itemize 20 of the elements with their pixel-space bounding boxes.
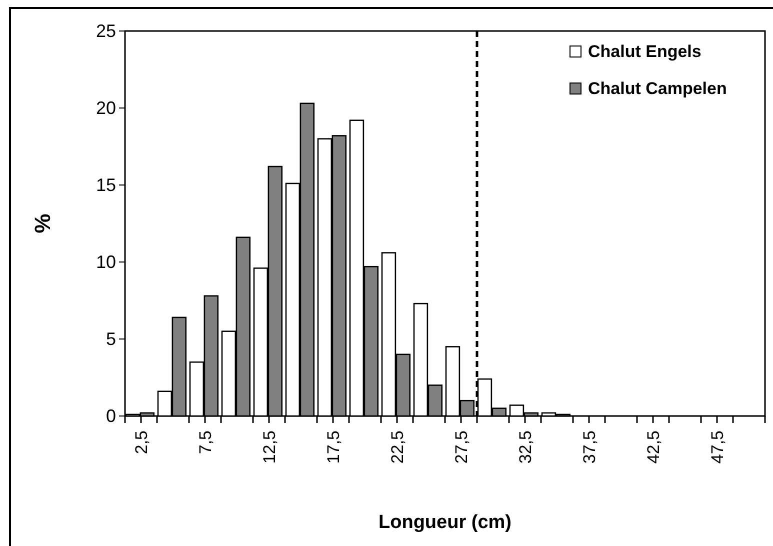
y-tick-label: 0 (106, 406, 116, 426)
y-tick-label: 5 (106, 328, 116, 349)
y-tick-label: 20 (96, 98, 116, 118)
y-axis-title: % (30, 214, 55, 234)
x-tick-label: 47,5 (708, 430, 727, 464)
y-tick-label: 15 (96, 174, 116, 195)
x-tick-label: 37,5 (580, 430, 599, 464)
x-axis-title: Longueur (cm) (378, 512, 512, 533)
legend-label: Chalut Campelen (588, 79, 727, 98)
x-tick-label: 22,5 (388, 430, 407, 464)
x-tick-label: 2,5 (132, 430, 151, 454)
x-tick-label: 17,5 (324, 430, 343, 464)
y-tick-label: 25 (96, 20, 116, 41)
legend-label: Chalut Engels (588, 42, 702, 61)
x-tick-label: 42,5 (644, 430, 663, 464)
y-tick-label: 10 (96, 252, 116, 272)
x-tick-label: 7,5 (196, 430, 215, 454)
x-tick-label: 27,5 (452, 430, 471, 464)
x-tick-label: 32,5 (516, 430, 535, 464)
x-tick-label: 12,5 (260, 430, 279, 464)
